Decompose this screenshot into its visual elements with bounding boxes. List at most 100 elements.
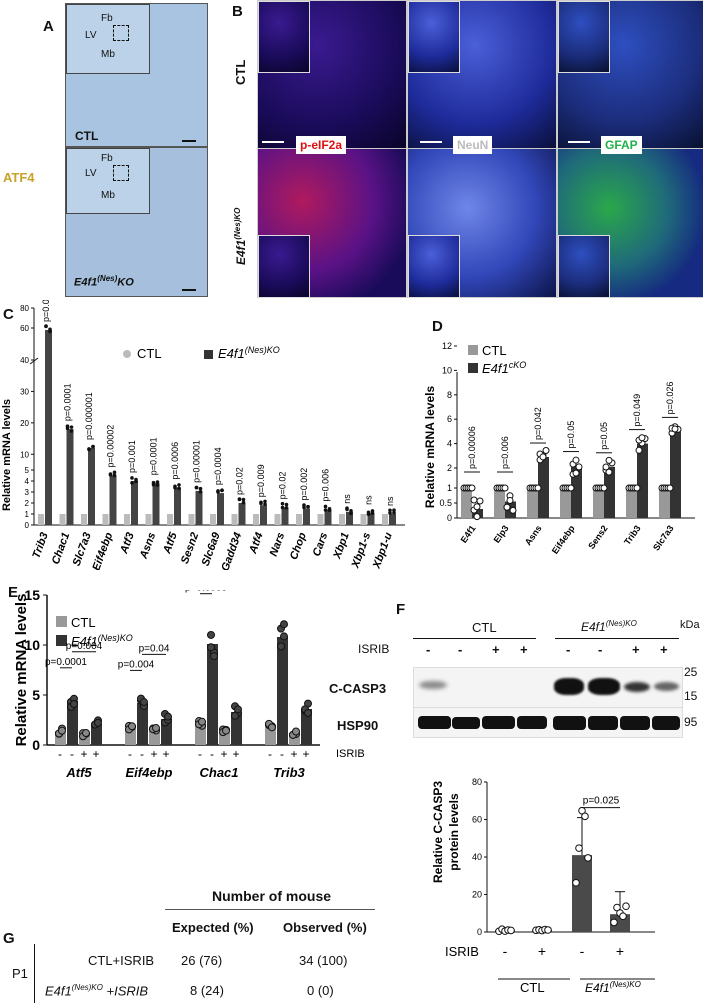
chart-f: Relative C-CASP3 protein levels ISRIB CT… bbox=[431, 777, 655, 995]
dot-ko bbox=[194, 485, 199, 490]
dot-ko bbox=[476, 497, 484, 505]
y-tick-label: 5 bbox=[25, 466, 30, 475]
bar-ko-Sens2 bbox=[604, 466, 615, 518]
dot-ko bbox=[503, 503, 511, 511]
x-tick-label: Trib3 bbox=[622, 523, 643, 546]
pvalue-label: ns bbox=[364, 495, 374, 505]
dot-ko bbox=[259, 500, 263, 505]
y-tick-label: 2 bbox=[25, 499, 30, 508]
bar-ctl-Xbp1-u bbox=[382, 514, 388, 525]
bar-ko-Eif4ebp bbox=[109, 475, 117, 525]
blot-ctl-label: CTL bbox=[472, 620, 497, 635]
region-lv: LV bbox=[85, 168, 97, 179]
table-row2-label: E4f1(Nes)KO +ISRIB bbox=[45, 983, 149, 999]
dot-ko bbox=[572, 456, 580, 464]
dot bbox=[277, 642, 285, 651]
dot-ko bbox=[263, 502, 267, 507]
bar-Chac1-1 bbox=[207, 644, 218, 745]
x-tick-label: Chop bbox=[288, 531, 309, 562]
dot-ko bbox=[280, 501, 285, 506]
dot bbox=[581, 812, 589, 821]
dot-ko bbox=[392, 510, 396, 515]
lane-sign: + bbox=[520, 642, 528, 657]
x-tick-label: Asns bbox=[523, 523, 544, 547]
table-row1-expected: 26 (76) bbox=[181, 953, 223, 968]
y-tick-label: 0 bbox=[32, 737, 40, 753]
dot-ko bbox=[388, 508, 392, 513]
blot-c-casp3 bbox=[413, 667, 683, 708]
pvalue-label: p=0.006 bbox=[321, 469, 331, 502]
bar-ctl-Eif4ebp bbox=[560, 488, 571, 518]
region-fb: Fb bbox=[101, 153, 113, 164]
y-tick-label: 60 bbox=[472, 815, 482, 825]
image-neun-ctl bbox=[407, 0, 557, 149]
table-header: Number of mouse bbox=[212, 888, 332, 904]
zoom-box bbox=[113, 25, 129, 41]
dot bbox=[231, 711, 239, 720]
pvalue-label: p=0.05 bbox=[599, 422, 609, 450]
x-tick-label: E4f1 bbox=[459, 523, 478, 544]
dot bbox=[619, 912, 627, 921]
dot-ko bbox=[638, 434, 646, 442]
pvalue-label: p=0.02 bbox=[278, 472, 288, 500]
panel-c-label: C bbox=[3, 306, 14, 323]
legend-ko: E4f1(Nes)KO bbox=[71, 633, 133, 649]
y-tick-label: 10 bbox=[442, 365, 452, 375]
bar-ctl-Xbp1-s bbox=[360, 514, 367, 525]
lane-sign: - bbox=[598, 642, 603, 657]
pvalue-label: p=0.025 bbox=[583, 796, 620, 807]
dot bbox=[128, 722, 136, 731]
bar-ko-Slc7a3 bbox=[670, 431, 681, 518]
bar-ko-Atf3 bbox=[131, 481, 138, 525]
pvalue-label: p=0.00002 bbox=[106, 425, 116, 468]
dot-ko bbox=[280, 505, 285, 510]
y-tick-label: 8 bbox=[447, 390, 452, 400]
x-tick-label: Xbp1-s bbox=[349, 531, 373, 570]
isrib-sign: + bbox=[290, 747, 297, 761]
panel-b-label: B bbox=[232, 3, 243, 20]
dot-ctl bbox=[633, 484, 641, 492]
dot-ko bbox=[108, 472, 113, 476]
dot-ko bbox=[198, 489, 203, 494]
dot bbox=[82, 729, 90, 738]
bar-ko-Xbp1 bbox=[346, 511, 353, 525]
x-tick-label: Asns bbox=[137, 531, 158, 561]
pvalue-label: p=0.049 bbox=[632, 394, 642, 427]
chart-f-ylabel-2: protein levels bbox=[447, 793, 461, 871]
y-tick-label: 0 bbox=[25, 521, 30, 530]
band bbox=[588, 678, 620, 695]
dot-ko bbox=[177, 486, 181, 491]
y-tick-label: 12 bbox=[442, 341, 452, 351]
dot bbox=[280, 620, 288, 629]
x-tick-label: Eif4ebp bbox=[126, 765, 173, 780]
panel-g-label: G bbox=[3, 930, 15, 947]
bar-ctl-Chac1 bbox=[59, 514, 66, 525]
x-tick-label: Xbp1 bbox=[331, 531, 352, 561]
bar-2 bbox=[572, 855, 592, 932]
dot-ctl bbox=[468, 484, 476, 492]
y-tick-label: 20 bbox=[20, 419, 29, 428]
bar-Eif4ebp-2 bbox=[149, 728, 160, 745]
dot-ko bbox=[65, 426, 70, 431]
dot bbox=[94, 718, 102, 727]
bar-ko-Xbp1-s bbox=[367, 512, 375, 525]
bar-ctl-Elp3 bbox=[494, 488, 505, 518]
dot-ko bbox=[473, 503, 481, 511]
stain-label-neun: NeuN bbox=[453, 136, 493, 154]
bar-ko-Trib3 bbox=[637, 443, 648, 518]
dot-ko bbox=[151, 482, 156, 487]
dot-ko bbox=[216, 489, 220, 493]
isrib-sign: + bbox=[92, 747, 99, 761]
ihc-image-ctl: Fb LV Mb CTL bbox=[65, 3, 208, 147]
chart-d-ylabel: Relative mRNA levels bbox=[423, 386, 437, 509]
dot-ko bbox=[220, 488, 224, 492]
dot-ctl bbox=[534, 484, 542, 492]
dot-ctl bbox=[666, 484, 674, 492]
bar-Eif4ebp-0 bbox=[125, 729, 136, 745]
bar-ctl-Sens2 bbox=[593, 488, 604, 518]
pvalue-label: p=0.00001 bbox=[192, 440, 202, 483]
dot-ko bbox=[87, 447, 91, 452]
chart-e-isrib: ISRIB bbox=[336, 748, 365, 760]
dot bbox=[198, 717, 206, 726]
legend-swatch-ctl bbox=[468, 345, 478, 355]
